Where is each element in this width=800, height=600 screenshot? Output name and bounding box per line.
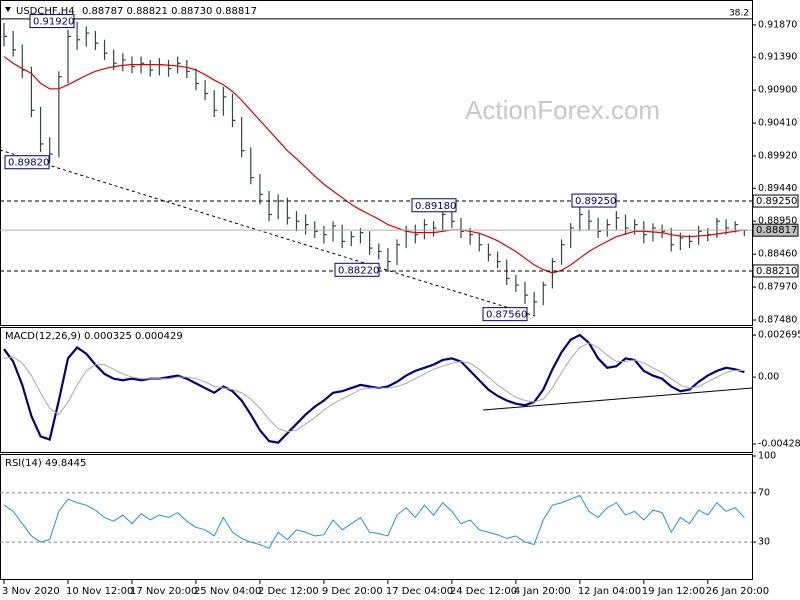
x-tick-label: 17 Dec 04:00 — [386, 586, 453, 597]
rsi-title: RSI(14) 49.8445 — [5, 458, 86, 469]
y-tick-label: -0.004289 — [758, 439, 800, 450]
level-label-box — [752, 223, 799, 237]
level-label: 0.89250 — [756, 196, 797, 207]
y-tick-label: 0.89440 — [758, 183, 797, 194]
x-tick-label: 26 Jan 20:00 — [706, 586, 769, 597]
level-label: 0.88210 — [756, 266, 797, 277]
price-annotation-box — [334, 262, 380, 277]
x-tick-label: 3 Nov 2020 — [2, 586, 60, 597]
x-tick-label: 10 Nov 12:00 — [66, 586, 133, 597]
rsi-panel-frame — [0, 454, 753, 580]
ohlc-readout: 0.88787 0.88821 0.88730 0.88817 — [82, 6, 257, 17]
trendline — [0, 149, 536, 317]
x-tick-label: 17 Nov 20:00 — [130, 586, 197, 597]
y-tick-label: 0.91390 — [758, 52, 797, 63]
price-annotation: 0.89180 — [415, 201, 456, 212]
level-label-box — [752, 264, 799, 278]
price-annotation: 0.88220 — [338, 265, 379, 276]
price-annotation-box — [4, 155, 50, 170]
y-tick-label: 0.90900 — [758, 85, 797, 96]
moving-average — [3, 56, 745, 274]
x-tick-label: 25 Nov 04:00 — [194, 586, 261, 597]
price-annotation: 0.87560 — [486, 310, 527, 321]
price-annotation-box — [411, 198, 457, 213]
x-tick-label: 2 Dec 12:00 — [258, 586, 319, 597]
indicator-line — [3, 342, 745, 433]
y-tick-label: 0.91870 — [758, 19, 797, 30]
y-tick-label: 0.88460 — [758, 249, 797, 260]
x-tick-label: 24 Dec 12:00 — [450, 586, 517, 597]
y-tick-label: 0.87480 — [758, 315, 797, 326]
macd-panel-frame — [0, 327, 753, 453]
y-tick-label: 0.88950 — [758, 216, 797, 227]
y-tick-label: 0.002695 — [758, 330, 800, 341]
symbol-icon — [5, 7, 11, 12]
y-tick-label: 0.89920 — [758, 151, 797, 162]
indicator-line — [3, 333, 745, 444]
y-tick-label: 0.00 — [758, 372, 779, 383]
level-label: 0.88817 — [756, 225, 797, 236]
macd-trendline — [482, 387, 753, 411]
x-tick-label: 4 Jan 20:00 — [514, 586, 571, 597]
chart-title: USDCHF,H4 — [16, 6, 75, 17]
y-tick-label: 100 — [758, 451, 776, 462]
x-tick-label: 12 Jan 04:00 — [578, 586, 641, 597]
y-tick-label: 0.90410 — [758, 118, 797, 129]
price-panel-frame — [0, 0, 753, 326]
macd-title: MACD(12,26,9) 0.000325 0.000429 — [5, 331, 183, 342]
watermark: ActionForex.com — [465, 95, 660, 125]
y-tick-label: 0.87970 — [758, 282, 797, 293]
price-annotation: 0.89250 — [575, 196, 616, 207]
y-tick-label: 30 — [758, 537, 770, 548]
price-annotation-box — [571, 193, 617, 208]
price-annotation: 0.91920 — [33, 17, 74, 28]
x-tick-label: 19 Jan 12:00 — [642, 586, 705, 597]
y-tick-label: 70 — [758, 487, 770, 498]
price-annotation-box — [482, 307, 528, 322]
level-label-box — [752, 194, 799, 208]
fib-label: 38.2 — [729, 8, 749, 18]
indicator-line — [3, 494, 745, 549]
price-annotation-box — [29, 14, 75, 29]
x-tick-label: 9 Dec 20:00 — [322, 586, 383, 597]
price-annotation: 0.89820 — [8, 158, 49, 169]
